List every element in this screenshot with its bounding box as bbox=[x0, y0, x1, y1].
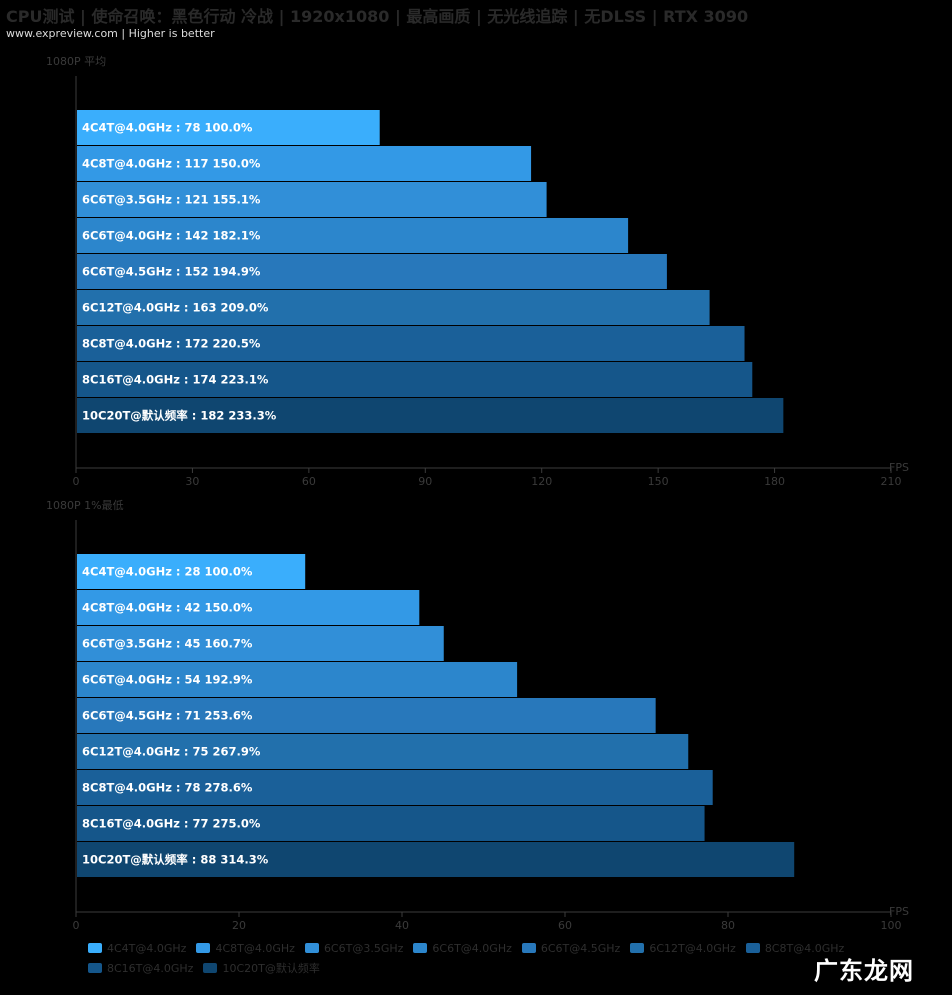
page-subtitle: www.expreview.com | Higher is better bbox=[6, 27, 215, 40]
x-tick-label: 120 bbox=[531, 475, 552, 488]
legend-swatch bbox=[88, 943, 102, 953]
legend-label: 6C6T@4.0GHz bbox=[432, 941, 512, 955]
chart-1pct-low-fps: 1080P 1%最低 0 20 40 60 80 100 FPS 4C4T@4.0GHz : 2… bbox=[46, 499, 909, 932]
x-tick-label: 150 bbox=[648, 475, 669, 488]
bar bbox=[77, 254, 667, 289]
legend-item[interactable]: 4C4T@4.0GHz bbox=[88, 942, 186, 955]
x-axis-label: FPS bbox=[889, 461, 909, 474]
x-tick-label: 180 bbox=[764, 475, 785, 488]
x-tick-label: 20 bbox=[232, 919, 246, 932]
legend-label: 8C16T@4.0GHz bbox=[107, 961, 194, 975]
chart-legend: 4C4T@4.0GHz 4C8T@4.0GHz 6C6T@3.5GHz 6C6T@4.… bbox=[88, 938, 888, 978]
bar-data-label: 6C6T@3.5GHz : 45 160.7% bbox=[82, 637, 253, 651]
bar bbox=[77, 326, 745, 361]
x-tick-label: 60 bbox=[558, 919, 572, 932]
bar bbox=[77, 554, 306, 589]
bar-data-label: 4C4T@4.0GHz : 28 100.0% bbox=[82, 565, 253, 579]
x-tick-label: 90 bbox=[418, 475, 432, 488]
legend-swatch bbox=[745, 943, 760, 953]
legend-row: 4C4T@4.0GHz 4C8T@4.0GHz 6C6T@3.5GHz 6C6T@4.… bbox=[88, 938, 888, 958]
legend-item[interactable]: 6C6T@4.5GHz bbox=[521, 941, 621, 955]
bar-data-label: 8C8T@4.0GHz : 172 220.5% bbox=[82, 337, 261, 351]
page-title: CPU测试 | 使命召唤：黑色行动 冷战 | 1920x1080 | 最高画质 … bbox=[6, 7, 749, 26]
bar-data-label: 6C6T@3.5GHz : 121 155.1% bbox=[82, 193, 261, 207]
chart-average-fps: 1080P 平均 0 30 60 90 120 150 180 210 FPS 4C4T@4.0GH… bbox=[0, 0, 952, 490]
bar bbox=[77, 626, 444, 661]
bar bbox=[77, 398, 784, 433]
bar-data-label: 8C16T@4.0GHz : 174 223.1% bbox=[82, 373, 269, 387]
bar-data-label: 6C12T@4.0GHz : 163 209.0% bbox=[82, 301, 269, 315]
x-tick-label: 80 bbox=[721, 919, 735, 932]
watermark-logo: 广东龙网 bbox=[814, 957, 914, 985]
legend-swatch bbox=[521, 943, 536, 953]
legend-label: 6C6T@4.5GHz bbox=[540, 941, 621, 955]
bar-data-label: 6C6T@4.0GHz : 142 182.1% bbox=[82, 229, 261, 243]
legend-row: 8C16T@4.0GHz 10C20T@默认频率 bbox=[88, 958, 888, 978]
x-tick-label: 40 bbox=[395, 919, 409, 932]
legend-item[interactable]: 6C6T@4.0GHz bbox=[413, 941, 512, 955]
legend-swatch bbox=[630, 943, 645, 953]
legend-label: 4C4T@4.0GHz bbox=[107, 941, 187, 955]
legend-label: 8C8T@4.0GHz bbox=[764, 941, 845, 955]
bar bbox=[77, 806, 705, 841]
bar bbox=[77, 734, 689, 769]
chart-title: 1080P 平均 bbox=[46, 55, 106, 68]
bar-data-label: 10C20T@默认频率 : 88 314.3% bbox=[82, 853, 269, 867]
legend-label: 6C6T@3.5GHz bbox=[323, 941, 404, 955]
bar-data-label: 8C16T@4.0GHz : 77 275.0% bbox=[82, 817, 261, 831]
legend-label: 4C8T@4.0GHz bbox=[215, 941, 295, 955]
legend-item[interactable]: 4C8T@4.0GHz bbox=[196, 941, 295, 955]
legend-item[interactable]: 10C20T@默认频率 bbox=[203, 960, 320, 976]
x-tick-label: 0 bbox=[73, 919, 80, 932]
bar bbox=[77, 218, 629, 253]
bar-data-label: 10C20T@默认频率 : 182 233.3% bbox=[82, 409, 277, 423]
legend-item[interactable]: 6C12T@4.0GHz bbox=[630, 941, 736, 955]
legend-label: 10C20T@默认频率 bbox=[222, 962, 320, 975]
bar-data-label: 4C4T@4.0GHz : 78 100.0% bbox=[82, 121, 253, 135]
x-tick-label: 0 bbox=[73, 475, 80, 488]
x-tick-label: 100 bbox=[881, 919, 902, 932]
bar bbox=[77, 290, 710, 325]
legend-item[interactable]: 8C16T@4.0GHz bbox=[88, 962, 193, 975]
bar bbox=[77, 662, 518, 697]
x-tick-label: 30 bbox=[185, 475, 199, 488]
legend-label: 6C12T@4.0GHz bbox=[649, 941, 736, 955]
bar bbox=[77, 590, 420, 625]
bar-data-label: 6C6T@4.5GHz : 71 253.6% bbox=[82, 709, 253, 723]
bar-data-label: 6C12T@4.0GHz : 75 267.9% bbox=[82, 745, 261, 759]
bar bbox=[77, 770, 713, 805]
legend-swatch bbox=[413, 943, 428, 953]
x-tick-label: 210 bbox=[881, 475, 902, 488]
bar bbox=[77, 146, 532, 181]
bar-data-label: 8C8T@4.0GHz : 78 278.6% bbox=[82, 781, 253, 795]
bar bbox=[77, 842, 795, 877]
legend-swatch bbox=[88, 963, 102, 973]
bar-data-label: 6C6T@4.5GHz : 152 194.9% bbox=[82, 265, 261, 279]
x-tick-label: 60 bbox=[302, 475, 316, 488]
chart-title: 1080P 1%最低 bbox=[46, 499, 124, 512]
bar bbox=[77, 110, 380, 145]
legend-swatch bbox=[203, 963, 218, 973]
bar bbox=[77, 182, 547, 217]
bar-data-label: 4C8T@4.0GHz : 117 150.0% bbox=[82, 157, 261, 171]
bar-data-label: 4C8T@4.0GHz : 42 150.0% bbox=[82, 601, 253, 615]
x-axis-label: FPS bbox=[889, 905, 909, 918]
legend-item[interactable]: 6C6T@3.5GHz bbox=[304, 941, 404, 955]
bar-data-label: 6C6T@4.0GHz : 54 192.9% bbox=[82, 673, 253, 687]
legend-swatch bbox=[196, 943, 211, 953]
bar bbox=[77, 362, 753, 397]
legend-item[interactable]: 8C8T@4.0GHz bbox=[745, 941, 845, 955]
bar bbox=[77, 698, 656, 733]
legend-swatch bbox=[304, 943, 319, 953]
